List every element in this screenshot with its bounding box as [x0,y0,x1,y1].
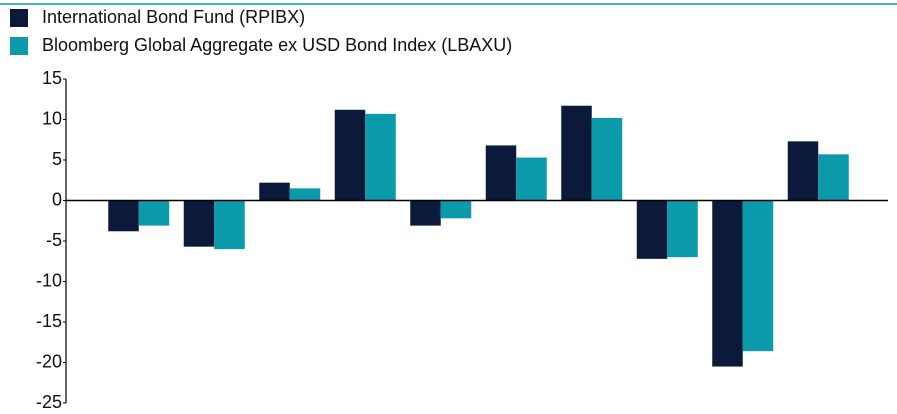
bar [259,182,290,201]
y-tick-label: -25 [36,392,62,412]
bar [289,188,321,201]
bar [591,117,623,201]
legend-swatch [10,37,28,55]
legend-label: Bloomberg Global Aggregate ex USD Bond I… [42,35,512,55]
bar [667,200,698,258]
bar [365,113,396,201]
y-tick-label: -15 [36,311,62,331]
y-tick-label: -5 [46,230,62,250]
y-tick-label: -20 [36,351,62,371]
bar [334,109,366,201]
y-tick-label: 0 [52,189,62,209]
bar [636,200,668,259]
bar [410,200,441,226]
bar [485,145,517,201]
bar [742,200,774,352]
bar [108,200,139,232]
bar [561,105,592,201]
bar [787,141,819,201]
bar [183,200,215,247]
bar [440,200,472,219]
bar [712,200,743,367]
y-tick-label: 10 [42,108,62,128]
bar [516,157,547,201]
legend-label: International Bond Fund (RPIBX) [42,7,305,27]
bar [138,200,170,226]
y-tick-label: -10 [36,270,62,290]
y-tick-label: 5 [52,149,62,169]
bar [214,200,245,250]
y-tick-label: 15 [42,68,62,88]
legend-swatch [10,9,28,27]
bar [818,154,849,201]
